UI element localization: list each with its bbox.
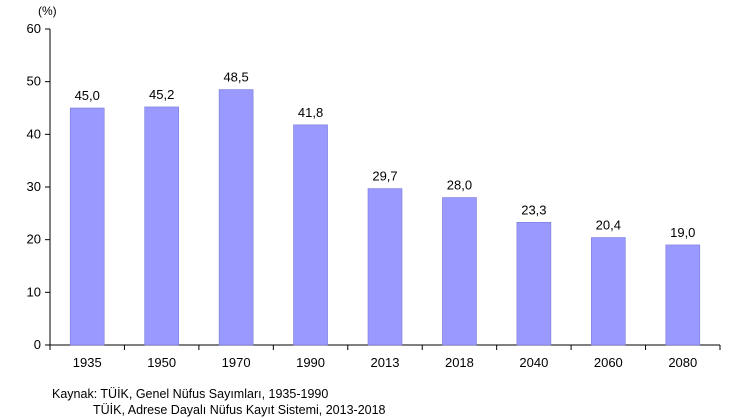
y-tick-label: 30 xyxy=(27,179,41,194)
x-axis xyxy=(49,344,721,350)
y-tick-label: 40 xyxy=(27,126,41,141)
data-label-1990: 41,8 xyxy=(298,105,323,120)
bar-2080 xyxy=(665,244,701,346)
x-tick-label-2013: 2013 xyxy=(371,355,400,370)
bar-1970 xyxy=(218,89,254,346)
y-axis-unit-label: (%) xyxy=(38,4,57,18)
bar-2018 xyxy=(442,197,477,346)
y-tick-label: 50 xyxy=(27,74,41,89)
bar-2040 xyxy=(516,221,552,346)
x-tick-label-2040: 2040 xyxy=(519,355,548,370)
x-tick-label-2060: 2060 xyxy=(594,355,623,370)
y-tick-label: 60 xyxy=(27,21,41,36)
bars-group: 45,0 1935 45,2 1950 48,5 1970 41,8 1990 29,7 2013… xyxy=(69,70,701,370)
x-tick-label-1990: 1990 xyxy=(296,355,325,370)
x-tick-label-2080: 2080 xyxy=(668,355,697,370)
data-label-1935: 45,0 xyxy=(75,88,100,103)
data-label-2040: 23,3 xyxy=(521,202,546,217)
bar-1935 xyxy=(69,107,105,346)
data-label-1950: 45,2 xyxy=(149,87,174,102)
bar-1990 xyxy=(293,124,328,346)
y-tick-label: 20 xyxy=(27,232,41,247)
source-note-line-1: Kaynak: TÜİK, Genel Nüfus Sayımları, 193… xyxy=(52,387,329,401)
data-label-2013: 29,7 xyxy=(372,169,397,184)
bar-1950 xyxy=(144,106,179,346)
bar-2013 xyxy=(367,188,403,346)
data-label-2060: 20,4 xyxy=(596,218,621,233)
x-tick-label-1950: 1950 xyxy=(147,355,176,370)
x-tick-label-1935: 1935 xyxy=(73,355,102,370)
y-tick-label: 10 xyxy=(27,284,41,299)
bar-2060 xyxy=(591,237,626,346)
x-tick-label-1970: 1970 xyxy=(222,355,251,370)
source-note-line-2: TÜİK, Adrese Dayalı Nüfus Kayıt Sistemi,… xyxy=(93,403,386,417)
data-label-2080: 19,0 xyxy=(670,225,695,240)
data-label-2018: 28,0 xyxy=(447,178,472,193)
y-axis: 0 10 20 30 40 50 60 xyxy=(27,21,51,352)
x-tick-label-2018: 2018 xyxy=(445,355,474,370)
y-tick-label: 0 xyxy=(34,337,41,352)
data-label-1970: 48,5 xyxy=(223,70,248,85)
bar-chart: (%) 0 10 20 30 40 50 60 45,0 1935 45,2 1950 48,5 19… xyxy=(27,4,721,370)
